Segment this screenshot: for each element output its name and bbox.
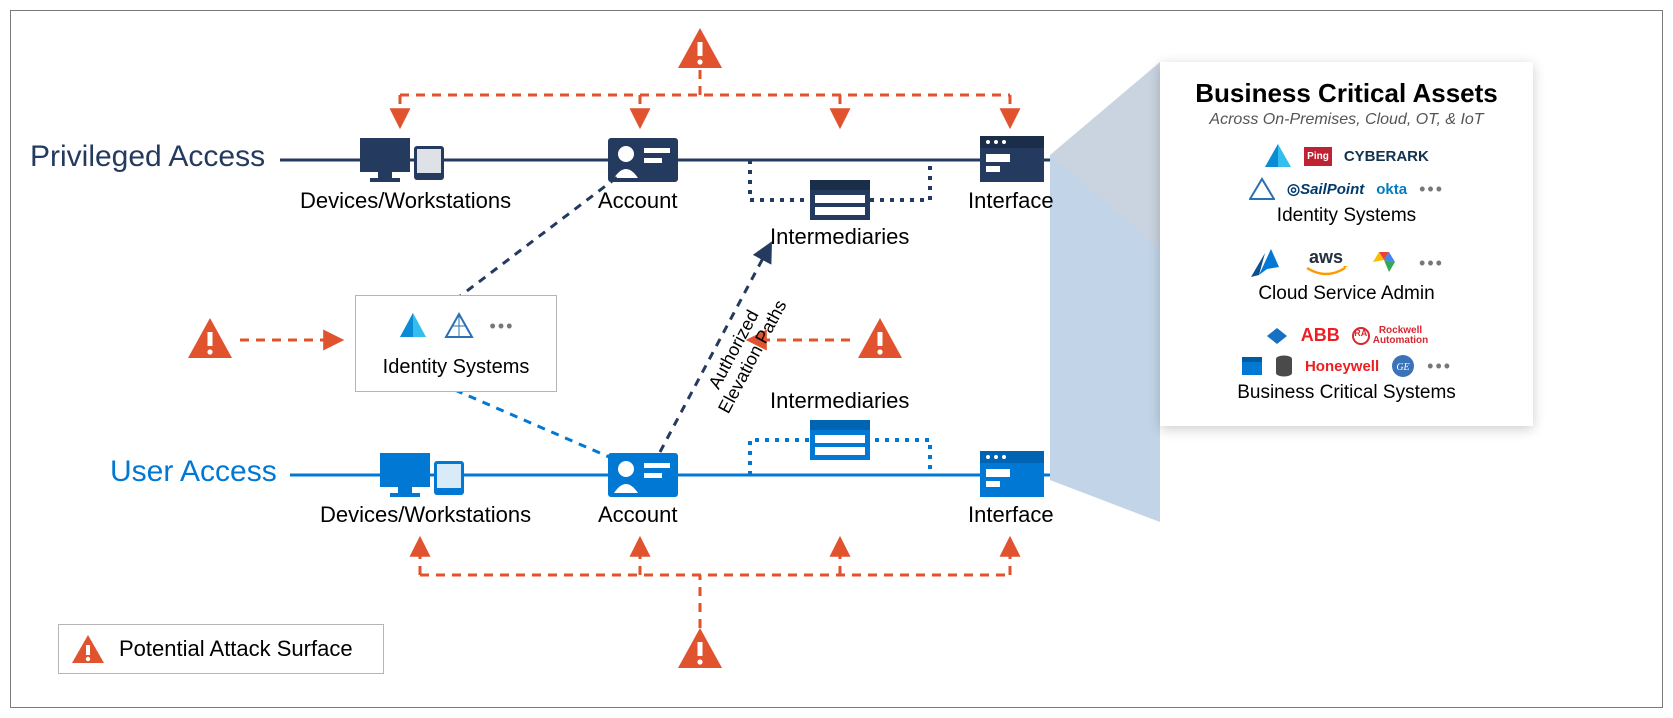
logo-row-biz2: Honeywell GE ••• — [1174, 354, 1519, 378]
label-account-user: Account — [598, 502, 678, 528]
account-icon-user — [608, 453, 678, 497]
logo-row-biz1: ABB RA RockwellAutomation — [1174, 325, 1519, 346]
sap-icon — [1265, 326, 1289, 346]
cyberark-logo: CYBERARK — [1344, 148, 1429, 165]
more-icon: ••• — [490, 316, 515, 337]
section-label-identity: Identity Systems — [1174, 205, 1519, 227]
panel-title: Business Critical Assets — [1174, 78, 1519, 109]
azuread-icon — [398, 311, 428, 341]
gcp-icon — [1365, 248, 1401, 278]
app-icon — [1241, 356, 1263, 376]
svg-text:GE: GE — [1396, 362, 1409, 373]
more-icon: ••• — [1419, 179, 1444, 200]
devices-icon-user — [380, 453, 464, 497]
logo-row-identity: Ping CYBERARK — [1174, 143, 1519, 169]
label-interface-priv: Interface — [968, 188, 1054, 214]
intermediaries-icon-user — [810, 420, 870, 460]
okta-logo: okta — [1376, 181, 1407, 198]
identity-systems-label: Identity Systems — [356, 356, 556, 379]
label-account-priv: Account — [598, 188, 678, 214]
section-label-biz: Business Critical Systems — [1174, 382, 1519, 404]
identity-systems-box: ••• Identity Systems — [355, 295, 557, 392]
interface-icon-user — [980, 451, 1044, 497]
label-intermed-user: Intermediaries — [770, 388, 909, 414]
section-label-cloud: Cloud Service Admin — [1174, 283, 1519, 305]
logo-row-cloud: aws ••• — [1174, 247, 1519, 279]
ge-icon: GE — [1391, 354, 1415, 378]
azuread-icon — [1264, 143, 1292, 169]
warning-icon — [678, 628, 722, 668]
warning-icon — [188, 318, 232, 358]
pyramid-icon — [1249, 177, 1275, 201]
warning-icon — [678, 28, 722, 68]
devices-icon — [360, 138, 444, 182]
label-devices-user: Devices/Workstations — [320, 502, 531, 528]
aws-logo: aws — [1305, 248, 1347, 278]
pyramid-icon — [444, 311, 474, 341]
more-icon: ••• — [1419, 253, 1444, 274]
abb-logo: ABB — [1301, 325, 1340, 346]
user-access-title: User Access — [110, 455, 277, 489]
rockwell-logo: RA RockwellAutomation — [1352, 326, 1429, 346]
sailpoint-logo: ◎SailPoint — [1287, 180, 1364, 198]
legend: Potential Attack Surface — [58, 624, 384, 674]
warning-icon — [858, 318, 902, 358]
label-intermed-priv: Intermediaries — [770, 224, 909, 250]
honeywell-logo: Honeywell — [1305, 358, 1379, 375]
warning-icon — [71, 633, 105, 665]
panel-subtitle: Across On-Premises, Cloud, OT, & IoT — [1174, 111, 1519, 129]
interface-icon — [980, 136, 1044, 182]
azure-icon — [1249, 247, 1287, 279]
assets-panel: Business Critical Assets Across On-Premi… — [1160, 62, 1533, 426]
label-interface-user: Interface — [968, 502, 1054, 528]
ping-logo: Ping — [1304, 147, 1332, 166]
privileged-access-title: Privileged Access — [30, 140, 265, 174]
intermediaries-icon — [810, 180, 870, 220]
more-icon: ••• — [1427, 356, 1452, 377]
logo-row-identity-2: ◎SailPoint okta ••• — [1174, 177, 1519, 201]
account-icon — [608, 138, 678, 182]
db-icon — [1275, 355, 1293, 377]
legend-label: Potential Attack Surface — [119, 636, 353, 662]
label-devices-priv: Devices/Workstations — [300, 188, 511, 214]
